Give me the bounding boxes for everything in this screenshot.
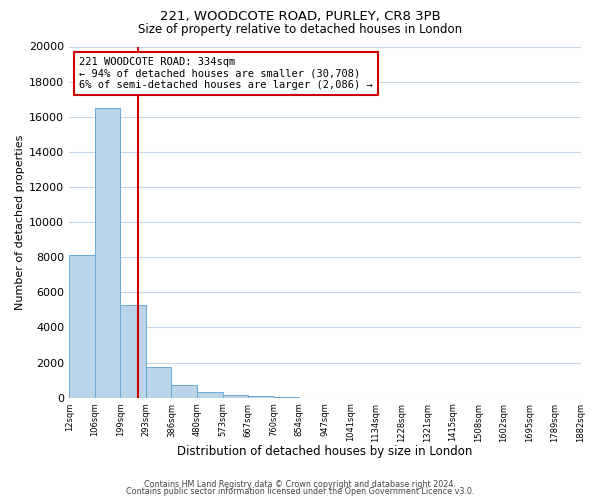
Bar xyxy=(223,395,248,398)
Bar xyxy=(95,108,120,398)
Text: 221, WOODCOTE ROAD, PURLEY, CR8 3PB: 221, WOODCOTE ROAD, PURLEY, CR8 3PB xyxy=(160,10,440,23)
Bar xyxy=(197,392,223,398)
Bar xyxy=(172,384,197,398)
Bar xyxy=(274,397,299,398)
Text: Contains HM Land Registry data © Crown copyright and database right 2024.: Contains HM Land Registry data © Crown c… xyxy=(144,480,456,489)
Text: Size of property relative to detached houses in London: Size of property relative to detached ho… xyxy=(138,22,462,36)
Bar xyxy=(69,256,95,398)
Y-axis label: Number of detached properties: Number of detached properties xyxy=(15,134,25,310)
X-axis label: Distribution of detached houses by size in London: Distribution of detached houses by size … xyxy=(177,444,473,458)
Text: Contains public sector information licensed under the Open Government Licence v3: Contains public sector information licen… xyxy=(126,487,474,496)
Bar xyxy=(120,304,146,398)
Bar xyxy=(146,367,172,398)
Text: 221 WOODCOTE ROAD: 334sqm
← 94% of detached houses are smaller (30,708)
6% of se: 221 WOODCOTE ROAD: 334sqm ← 94% of detac… xyxy=(79,57,373,90)
Bar xyxy=(248,396,274,398)
